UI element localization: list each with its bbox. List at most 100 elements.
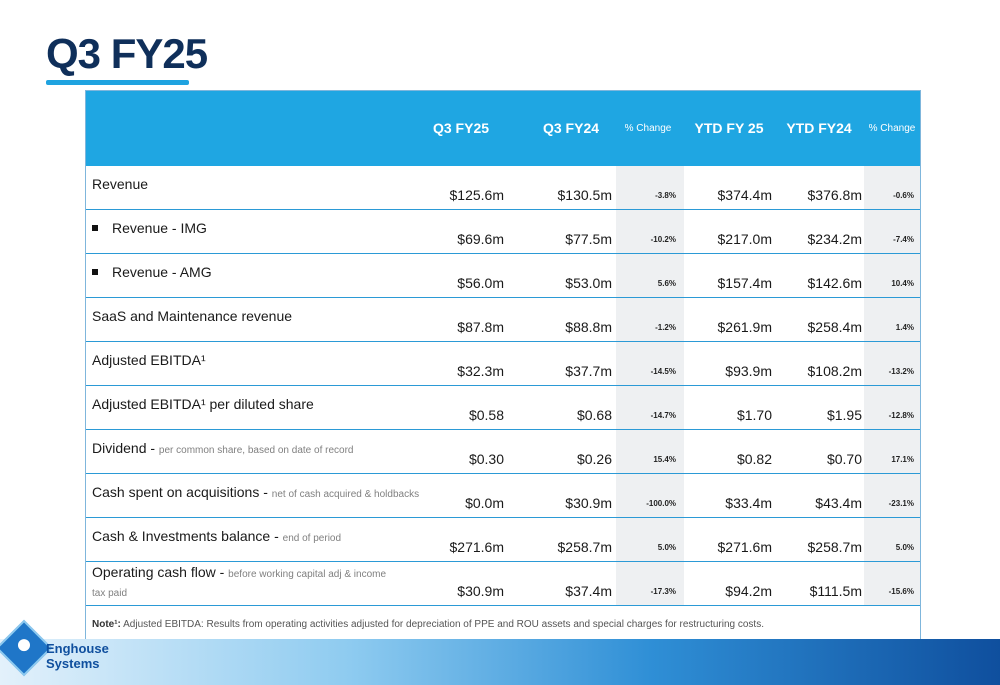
shade-col [864,254,920,297]
shade-col [616,474,684,517]
value-q3fy24: $88.8m [565,319,612,335]
value-ytd-fy25: $261.9m [717,319,772,335]
row-sublabel: end of period [282,533,342,544]
value-ytd-fy25: $33.4m [725,495,772,511]
table-row: Operating cash flow - before working cap… [86,561,920,605]
value-q3fy25: $271.6m [449,539,504,555]
shade-col [616,518,684,561]
value-q3fy25: $125.6m [449,187,504,203]
value-ytd-fy24: $111.5m [809,583,862,599]
value-q3fy25: $32.3m [457,363,504,379]
value-ytd-fy25: $0.82 [736,451,772,467]
pct-change-ytd: -15.6% [888,587,914,596]
pct-change-quarter: -14.7% [650,411,676,420]
shade-col [616,386,684,429]
table-row: Revenue - AMG $56.0m $53.0m 5.6% $157.4m $142… [86,253,920,297]
bullet-icon [92,269,98,275]
value-q3fy25: $56.0m [457,275,504,291]
pct-change-quarter: 5.6% [657,279,676,288]
value-ytd-fy25: $1.70 [736,407,772,423]
row-label: Operating cash flow - before working cap… [92,564,387,599]
pct-change-ytd: -12.8% [888,411,914,420]
shade-col [864,562,920,605]
pct-change-quarter: -10.2% [650,235,676,244]
shade-col [616,562,684,605]
pct-change-ytd: -7.4% [893,235,914,244]
value-ytd-fy24: $0.70 [826,451,862,467]
value-q3fy24: $0.68 [576,407,612,423]
value-q3fy24: $37.4m [565,583,612,599]
table-row: Adjusted EBITDA¹ per diluted share $0.58 $… [86,385,920,429]
title-underline [46,80,189,85]
shade-col [864,474,920,517]
pct-change-quarter: 15.4% [653,455,676,464]
page-title: Q3 FY25 [46,30,208,77]
value-q3fy25: $0.30 [468,451,504,467]
pct-change-ytd: -13.2% [888,367,914,376]
value-ytd-fy25: $217.0m [717,231,772,247]
header-q3fy25: Q3 FY25 [432,120,490,136]
bullet-icon [92,225,98,231]
shade-col [864,518,920,561]
header-ytd-fy24: YTD FY24 [786,120,852,136]
value-ytd-fy24: $258.7m [807,539,862,555]
table-header: Q3 FY25 Q3 FY24 % Change YTD FY 25 YTD F… [86,91,920,166]
row-label: Adjusted EBITDA¹ [92,352,206,368]
header-pct-change-quarter: % Change [624,123,672,134]
pct-change-ytd: 10.4% [891,279,914,288]
table-row: Cash spent on acquisitions - net of cash… [86,473,920,517]
shade-col [616,298,684,341]
row-label: Revenue - AMG [92,264,212,280]
company-logo-text: Enghouse Systems [46,641,109,671]
shade-col [616,210,684,253]
row-label: Cash & Investments balance - end of peri… [92,528,342,544]
pct-change-quarter: -17.3% [650,587,676,596]
pct-change-ytd: 17.1% [891,455,914,464]
shade-col [864,166,920,209]
shade-col [616,166,684,209]
value-ytd-fy25: $271.6m [717,539,772,555]
value-ytd-fy25: $374.4m [717,187,772,203]
pct-change-quarter: 5.0% [657,543,676,552]
table-row: Revenue $125.6m $130.5m -3.8% $374.4m $376.8m… [86,166,920,209]
row-sublabel: per common share, based on date of recor… [158,445,354,456]
pct-change-quarter: -3.8% [655,191,676,200]
table-row: Dividend - per common share, based on da… [86,429,920,473]
row-label: Adjusted EBITDA¹ per diluted share [92,396,314,412]
value-q3fy25: $69.6m [457,231,504,247]
value-ytd-fy24: $142.6m [807,275,862,291]
value-q3fy24: $37.7m [565,363,612,379]
note-label: Note¹: [92,619,121,630]
note-text: Adjusted EBITDA: Results from operating … [120,619,764,630]
shade-col [864,386,920,429]
value-q3fy24: $77.5m [565,231,612,247]
value-ytd-fy24: $108.2m [807,363,862,379]
header-pct-change-ytd: % Change [868,123,916,134]
value-q3fy25: $30.9m [457,583,504,599]
pct-change-quarter: -1.2% [655,323,676,332]
financial-table: Q3 FY25 Q3 FY24 % Change YTD FY 25 YTD F… [85,90,921,645]
value-q3fy24: $53.0m [565,275,612,291]
value-ytd-fy24: $376.8m [807,187,862,203]
pct-change-quarter: -14.5% [650,367,676,376]
shade-col [616,430,684,473]
footer-band [0,639,1000,685]
shade-col [864,342,920,385]
row-label: Dividend - per common share, based on da… [92,440,354,456]
shade-col [864,298,920,341]
value-ytd-fy25: $157.4m [717,275,772,291]
value-ytd-fy24: $258.4m [807,319,862,335]
row-label: Revenue - IMG [92,220,207,236]
row-label: SaaS and Maintenance revenue [92,308,293,324]
value-q3fy25: $0.0m [465,495,504,511]
value-q3fy24: $30.9m [565,495,612,511]
shade-col [864,210,920,253]
table-row: Cash & Investments balance - end of peri… [86,517,920,561]
pct-change-quarter: -100.0% [646,499,676,508]
value-ytd-fy24: $1.95 [826,407,862,423]
header-ytd-fy25: YTD FY 25 [694,120,764,136]
row-sublabel: before working capital adj & income tax … [92,569,387,599]
value-ytd-fy24: $234.2m [807,231,862,247]
value-q3fy25: $0.58 [468,407,504,423]
value-q3fy24: $0.26 [576,451,612,467]
